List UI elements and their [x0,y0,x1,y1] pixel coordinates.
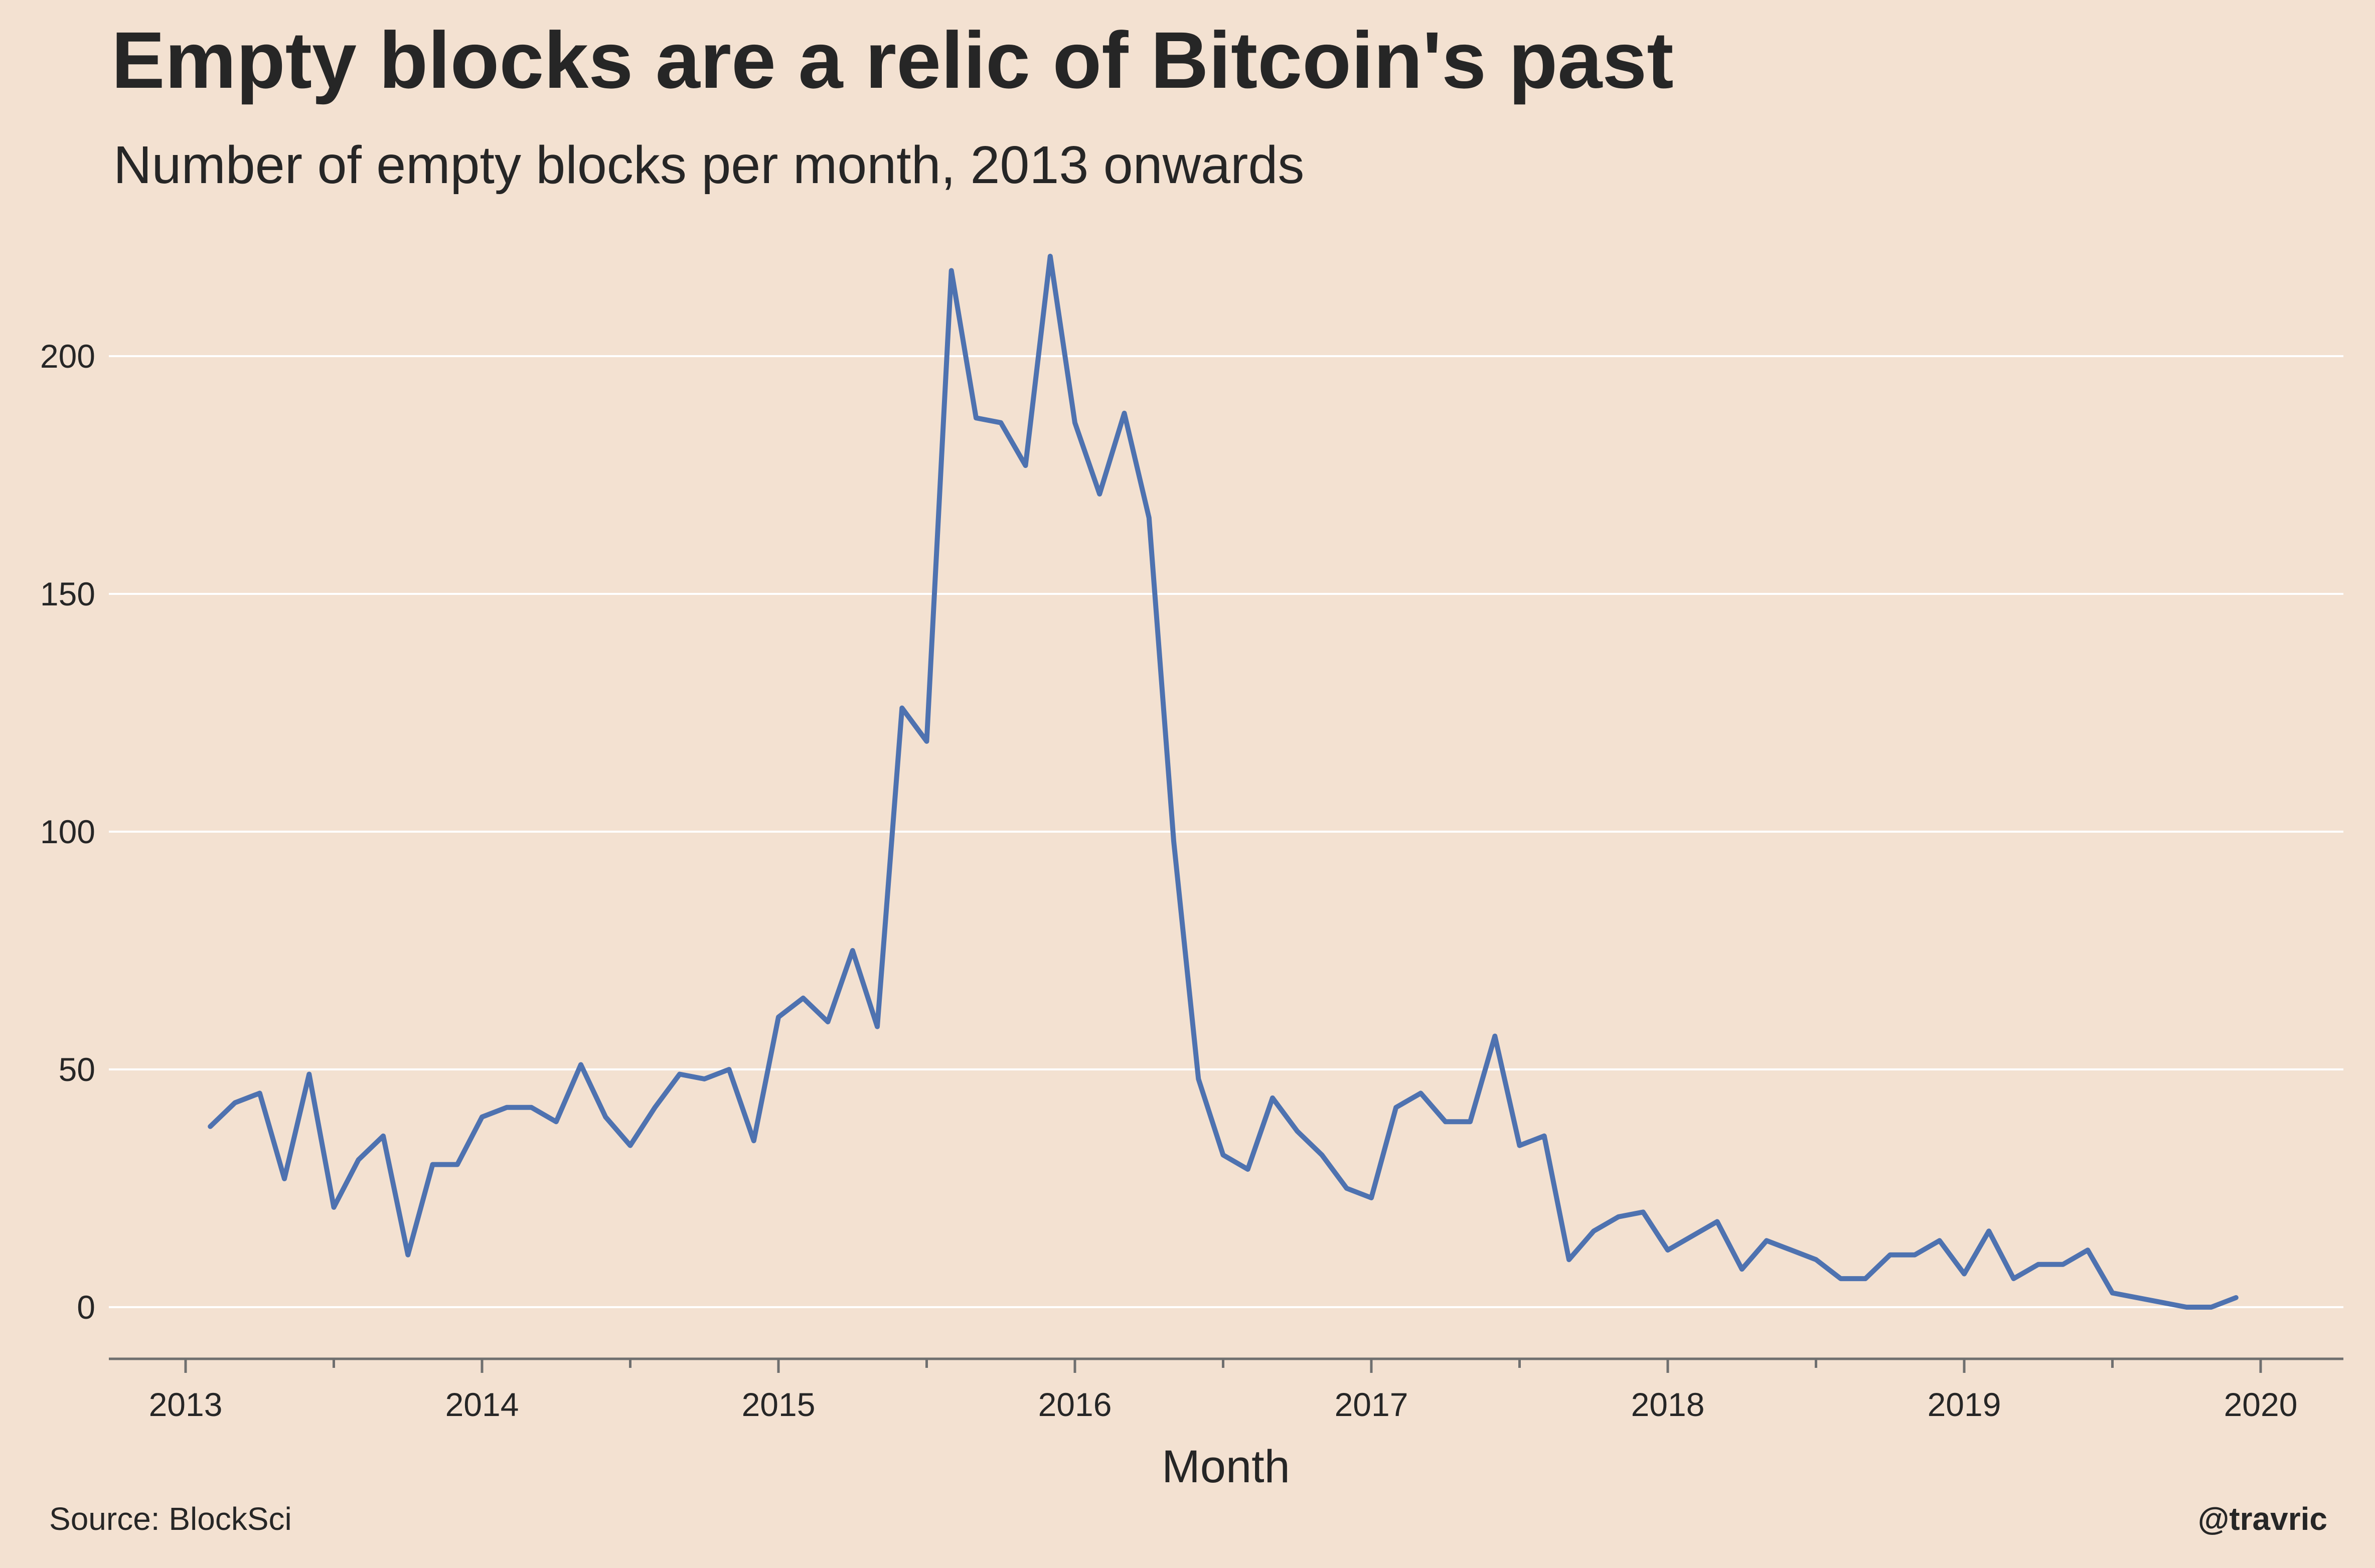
author-credit: @travric [2198,1501,2327,1537]
x-tick-labels: 2013 2014 2015 2016 2017 2018 2019 2020 [149,1386,2298,1423]
x-axis-title: Month [1162,1441,1290,1492]
x-tick-label: 2017 [1335,1386,1408,1423]
y-gridlines [109,355,2343,1308]
series-line [208,253,2239,1310]
x-tick-label: 2020 [2224,1386,2298,1423]
chart-subtitle: Number of empty blocks per month, 2013 o… [113,135,1304,195]
y-tick-label: 50 [59,1051,95,1088]
x-tick-label: 2015 [742,1386,816,1423]
x-tick-label: 2014 [445,1386,519,1423]
x-tick-label: 2016 [1038,1386,1112,1423]
x-ticks [184,1359,2262,1373]
x-tick-label: 2018 [1631,1386,1705,1423]
chart-title: Empty blocks are a relic of Bitcoin's pa… [111,15,1674,105]
x-tick-label: 2019 [1928,1386,2001,1423]
y-tick-label: 100 [40,813,95,850]
y-tick-label: 0 [77,1289,95,1326]
source-note: Source: BlockSci [49,1501,292,1537]
y-tick-label: 150 [40,575,95,612]
x-tick-label: 2013 [149,1386,223,1423]
y-tick-label: 200 [40,338,95,375]
y-tick-labels: 0 50 100 150 200 [40,338,95,1326]
